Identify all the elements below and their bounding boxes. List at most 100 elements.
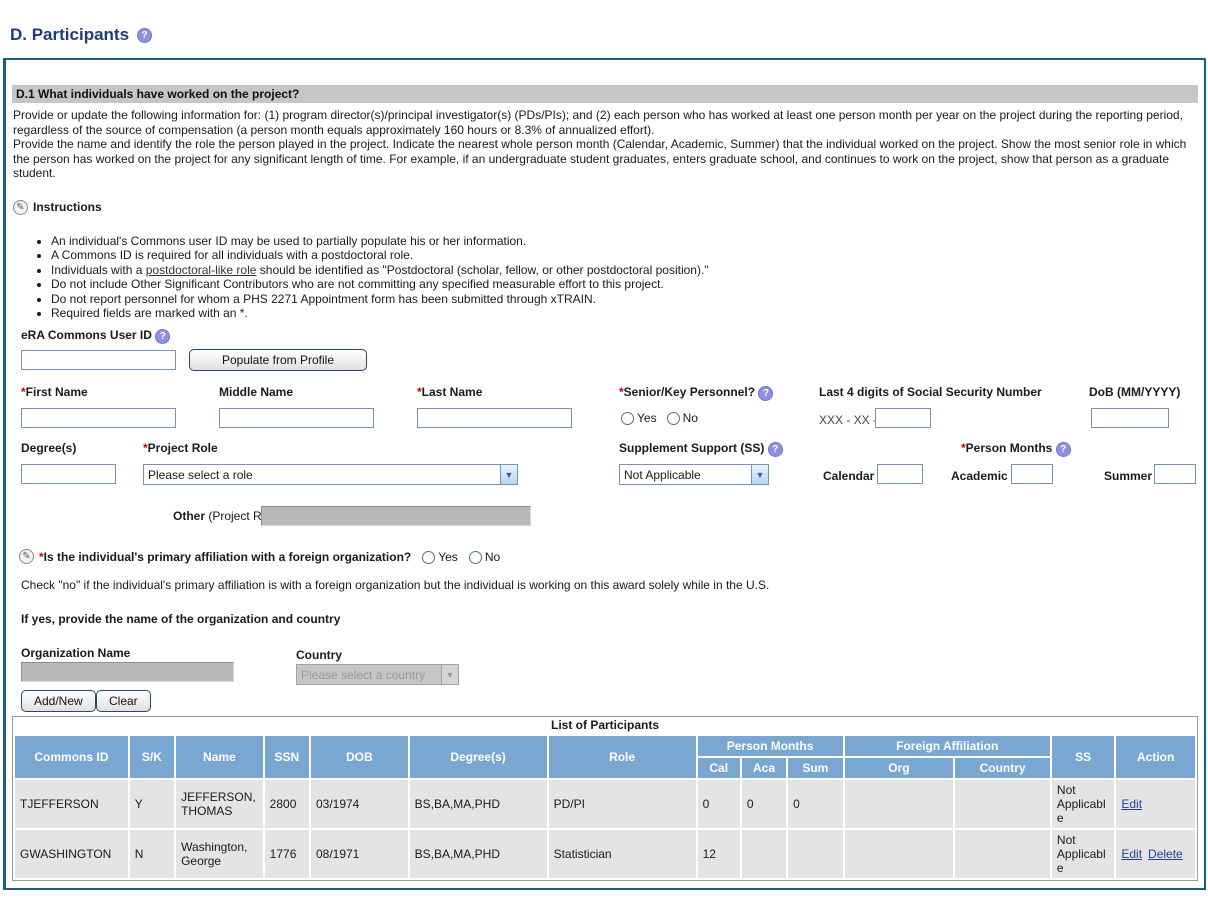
cell-sum (788, 830, 843, 879)
middle-name-label: Middle Name (219, 385, 294, 400)
cell-name: Washington, George (176, 830, 263, 879)
academic-label: Academic (951, 469, 1008, 484)
cell-role: PD/PI (548, 780, 696, 829)
project-role-label: Project Role (147, 441, 218, 456)
ssn-input[interactable] (875, 408, 931, 429)
calendar-label: Calendar (823, 469, 875, 484)
person-months-label: Person Months (965, 441, 1053, 456)
col-header-foreign-affiliation: Foreign Affiliation (844, 736, 1050, 757)
list-item: Required fields are marked with an *. (51, 306, 1204, 320)
chevron-down-icon: ▼ (751, 465, 768, 485)
required-asterisk: * (39, 549, 44, 564)
description-paragraph-2: Provide the name and identify the role t… (13, 137, 1187, 181)
postdoctoral-like-role-link[interactable]: postdoctoral-like role (145, 262, 257, 277)
cell-sk: N (129, 830, 175, 879)
cell-dob: 08/1971 (310, 830, 408, 879)
required-asterisk: * (21, 385, 26, 400)
clear-button[interactable]: Clear (96, 690, 151, 713)
senior-key-help-icon[interactable]: ? (758, 385, 774, 401)
commons-id-input[interactable] (21, 350, 176, 371)
col-header-action: Action (1116, 736, 1195, 779)
instructions-label: Instructions (33, 200, 102, 215)
help-icon[interactable]: ? (137, 27, 153, 43)
project-role-select[interactable]: Please select a role ▼ (143, 464, 518, 486)
degrees-input[interactable] (21, 464, 116, 485)
list-item: Do not include Other Significant Contrib… (51, 277, 1204, 291)
cell-ssn: 2800 (264, 780, 309, 829)
cell-sk: Y (129, 780, 175, 829)
cell-country (955, 830, 1050, 879)
no-label: No (682, 411, 698, 426)
col-header-role: Role (548, 736, 696, 779)
country-label: Country (296, 648, 342, 663)
project-role-selected-value: Please select a role (148, 467, 253, 482)
cell-cal: 0 (697, 780, 740, 829)
person-months-help-icon[interactable]: ? (1055, 441, 1071, 457)
supplement-support-select[interactable]: Not Applicable ▼ (619, 464, 769, 486)
first-name-label: First Name (25, 385, 88, 400)
table-caption: List of Participants (550, 718, 660, 733)
bullet-text: Individuals with a (51, 262, 146, 277)
country-selected-value: Please select a country (301, 667, 426, 682)
ssn-label: Last 4 digits of Social Security Number (819, 385, 1042, 400)
supplement-support-label: Supplement Support (SS) (619, 441, 765, 456)
page-header: D. Participants ? (0, 0, 1208, 58)
foreign-yes-radio[interactable] (422, 550, 436, 564)
list-item: Do not report personnel for whom a PHS 2… (51, 292, 1204, 306)
foreign-question-toggle-icon[interactable]: ✎ (19, 549, 34, 565)
cell-role: Statistician (548, 830, 696, 879)
academic-months-input[interactable] (1011, 464, 1053, 485)
cell-org (844, 830, 954, 879)
table-row: TJEFFERSON Y JEFFERSON, THOMAS 2800 03/1… (15, 780, 1195, 829)
ssn-prefix: XXX - XX - (819, 413, 878, 428)
col-header-dob: DOB (310, 736, 408, 779)
page-title: D. Participants (10, 25, 130, 44)
add-new-button[interactable]: Add/New (21, 690, 96, 713)
first-name-input[interactable] (21, 408, 176, 429)
section-heading: D.1 What individuals have worked on the … (12, 85, 1198, 103)
instructions-list: An individual's Commons user ID may be u… (51, 234, 1204, 320)
section-description: Provide or update the following informat… (13, 108, 1198, 181)
middle-name-input[interactable] (219, 408, 374, 429)
cell-country (955, 780, 1050, 829)
organization-name-input (21, 662, 234, 683)
populate-from-profile-button[interactable]: Populate from Profile (189, 349, 367, 372)
col-header-ss: SS (1051, 736, 1115, 779)
required-asterisk: * (619, 385, 624, 400)
senior-key-yes-radio[interactable] (621, 411, 634, 425)
edit-link[interactable]: Edit (1121, 847, 1143, 862)
col-header-ssn: SSN (264, 736, 309, 779)
summer-months-input[interactable] (1154, 464, 1196, 485)
dob-input[interactable] (1091, 408, 1169, 429)
col-header-cal: Cal (697, 758, 740, 779)
cell-aca: 0 (741, 780, 787, 829)
chevron-down-icon: ▼ (441, 665, 458, 685)
cell-action: Edit Delete (1116, 830, 1195, 879)
table-row: GWASHINGTON N Washington, George 1776 08… (15, 830, 1195, 879)
col-header-aca: Aca (741, 758, 787, 779)
cell-degrees: BS,BA,MA,PHD (409, 780, 547, 829)
required-asterisk: * (143, 441, 148, 456)
delete-link[interactable]: Delete (1148, 847, 1183, 862)
instructions-row: ✎ Instructions (13, 199, 1204, 215)
cell-action: Edit (1116, 780, 1195, 829)
foreign-affiliation-question: Is the individual's primary affiliation … (43, 549, 412, 564)
cell-ss: Not Applicable (1051, 780, 1115, 829)
foreign-no-radio[interactable] (468, 550, 482, 564)
senior-key-no-radio[interactable] (666, 411, 680, 425)
participant-form: eRA Commons User ID ? Populate from Prof… (11, 320, 1199, 716)
required-asterisk: * (417, 385, 422, 400)
commons-id-help-icon[interactable]: ? (155, 328, 171, 344)
instructions-toggle-icon[interactable]: ✎ (13, 199, 28, 215)
required-asterisk: * (961, 441, 966, 456)
yes-label: Yes (438, 550, 458, 565)
supplement-support-help-icon[interactable]: ? (767, 441, 783, 457)
col-header-country: Country (955, 758, 1050, 779)
edit-link[interactable]: Edit (1121, 797, 1143, 812)
last-name-label: Last Name (421, 385, 483, 400)
description-paragraph-1: Provide or update the following informat… (13, 108, 1183, 137)
calendar-months-input[interactable] (877, 464, 923, 485)
last-name-input[interactable] (417, 408, 572, 429)
supplement-support-selected-value: Not Applicable (624, 467, 701, 482)
col-header-commons-id: Commons ID (15, 736, 128, 779)
